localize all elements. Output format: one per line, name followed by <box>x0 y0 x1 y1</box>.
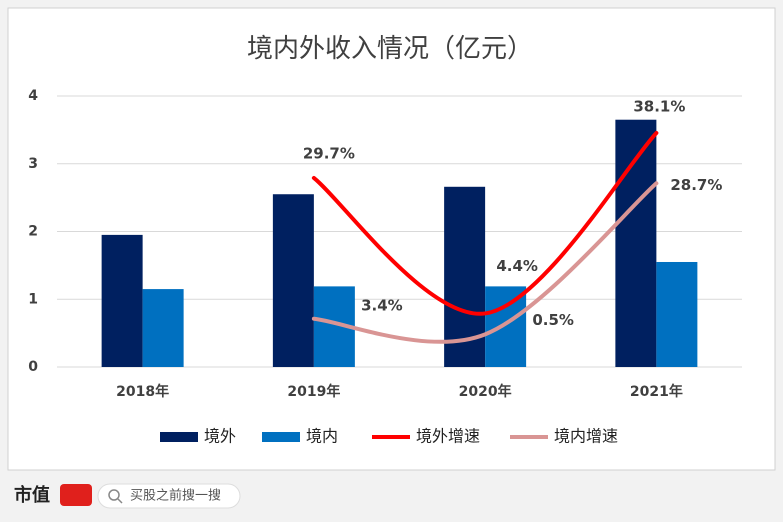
y-tick-label: 0 <box>28 359 38 375</box>
legend-label: 境外 <box>204 427 236 446</box>
brand-logo <box>60 484 92 506</box>
x-tick-label: 2020年 <box>459 383 512 400</box>
x-tick-label: 2018年 <box>116 383 169 400</box>
bar <box>101 234 143 367</box>
data-label: 38.1% <box>633 97 685 115</box>
y-tick-label: 2 <box>28 224 38 240</box>
legend-label: 境内 <box>306 427 338 446</box>
x-tick-label: 2021年 <box>630 383 683 400</box>
x-tick-label: 2019年 <box>287 383 340 400</box>
data-label: 29.7% <box>303 144 355 162</box>
y-tick-label: 4 <box>28 88 38 104</box>
brand: 市值 <box>14 484 50 506</box>
y-tick-label: 1 <box>28 291 38 307</box>
bar <box>272 194 314 367</box>
search-icon <box>117 498 123 504</box>
legend-swatch <box>262 432 300 442</box>
bar <box>142 289 184 367</box>
data-label: 3.4% <box>361 296 403 314</box>
bar <box>485 286 527 367</box>
data-label: 28.7% <box>670 176 722 194</box>
data-label: 0.5% <box>532 311 574 329</box>
legend-swatch <box>160 432 198 442</box>
search-icon <box>108 489 120 501</box>
data-label: 4.4% <box>496 257 538 275</box>
line <box>311 130 659 316</box>
legend-label: 境内增速 <box>554 427 618 446</box>
search-text: 买股之前搜一搜 <box>130 488 221 504</box>
legend-label: 境外增速 <box>416 427 480 446</box>
line <box>311 181 659 344</box>
y-tick-label: 3 <box>28 156 38 172</box>
chart-title: 境内外收入情况（亿元） <box>247 34 533 64</box>
search-box[interactable] <box>97 483 241 509</box>
bar <box>656 261 698 367</box>
